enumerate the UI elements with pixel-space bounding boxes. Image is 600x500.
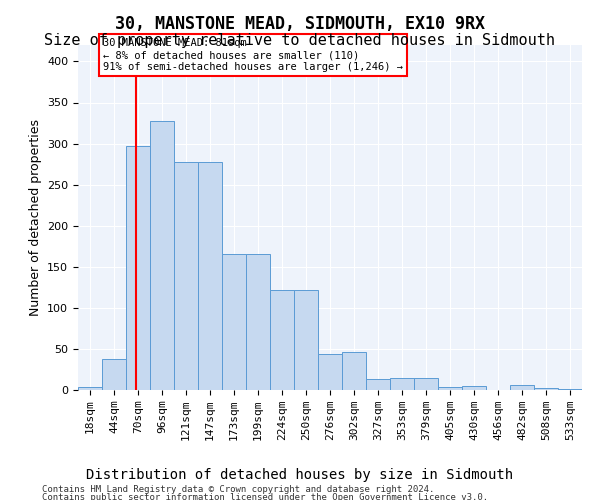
Bar — [342, 352, 366, 390]
Bar — [462, 386, 486, 390]
Bar — [102, 359, 126, 390]
Text: Contains HM Land Registry data © Crown copyright and database right 2024.: Contains HM Land Registry data © Crown c… — [42, 485, 434, 494]
Bar — [150, 120, 174, 390]
Bar — [198, 162, 222, 390]
Bar — [510, 385, 534, 390]
Bar — [174, 162, 198, 390]
Bar — [390, 378, 414, 390]
Bar — [318, 354, 342, 390]
Text: Size of property relative to detached houses in Sidmouth: Size of property relative to detached ho… — [44, 32, 556, 48]
Bar — [438, 386, 462, 390]
Text: 30 MANSTONE MEAD: 81sqm
← 8% of detached houses are smaller (110)
91% of semi-de: 30 MANSTONE MEAD: 81sqm ← 8% of detached… — [103, 38, 403, 72]
Bar — [294, 290, 318, 390]
Bar — [222, 254, 246, 390]
Text: Distribution of detached houses by size in Sidmouth: Distribution of detached houses by size … — [86, 468, 514, 481]
Bar — [78, 386, 102, 390]
Text: 30, MANSTONE MEAD, SIDMOUTH, EX10 9RX: 30, MANSTONE MEAD, SIDMOUTH, EX10 9RX — [115, 15, 485, 33]
Y-axis label: Number of detached properties: Number of detached properties — [29, 119, 41, 316]
Bar — [366, 380, 390, 390]
Bar — [270, 290, 294, 390]
Text: Contains public sector information licensed under the Open Government Licence v3: Contains public sector information licen… — [42, 494, 488, 500]
Bar — [558, 389, 582, 390]
Bar — [534, 388, 558, 390]
Bar — [126, 146, 150, 390]
Bar — [414, 378, 438, 390]
Bar — [246, 254, 270, 390]
